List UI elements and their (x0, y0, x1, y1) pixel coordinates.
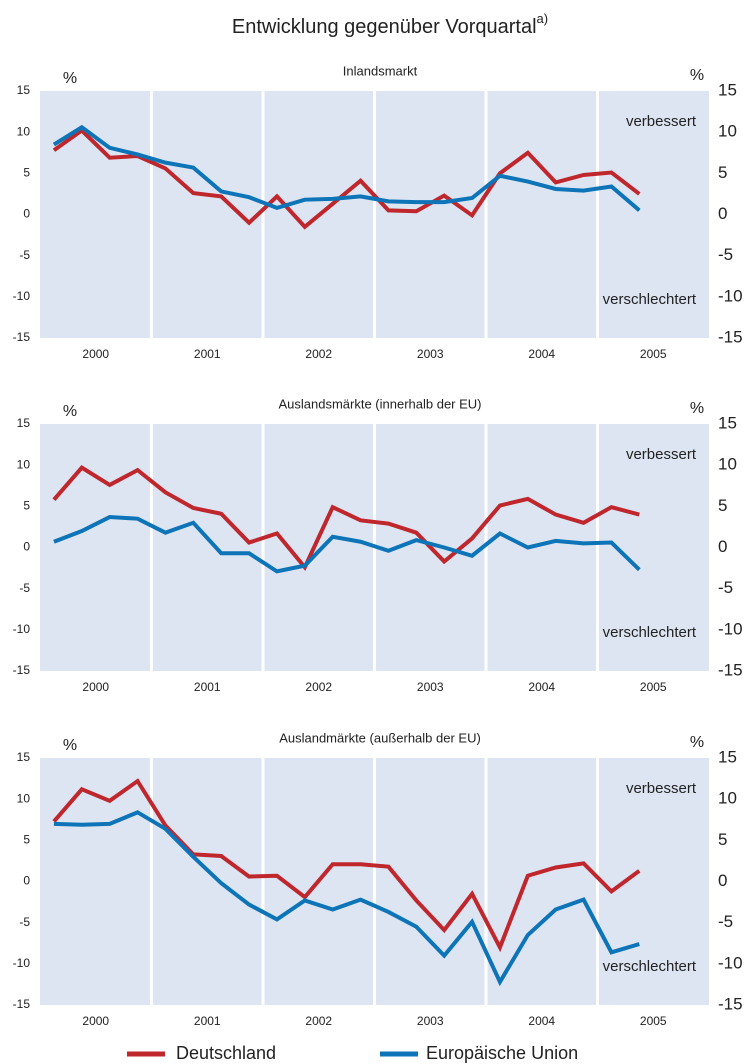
y-tick-label: -15 (13, 997, 31, 1011)
panel-title: Inlandsmarkt (343, 63, 418, 78)
y2-tick-label: 0 (718, 871, 727, 890)
series-line (52, 778, 641, 953)
y2-tick-label: -10 (718, 953, 743, 972)
y2-tick-label: -5 (718, 912, 733, 931)
y-tick-label: 15 (17, 750, 31, 764)
y-tick-label: 15 (17, 416, 31, 430)
y-tick-label: -10 (13, 956, 31, 970)
title-text: Entwicklung gegenüber Vorquartal (232, 16, 537, 38)
annotation: verschlechtert (603, 958, 697, 975)
y-axis-label: % (63, 70, 77, 87)
annotation: verschlechtert (603, 291, 697, 308)
y-tick-label: 10 (17, 791, 31, 805)
panel-title: Auslandsmärkte (innerhalb der EU) (278, 396, 481, 411)
y-tick-label: 5 (23, 499, 30, 513)
y-tick-label: 5 (23, 833, 30, 847)
y-tick-label: 10 (17, 124, 31, 138)
x-tick-label: 2000 (82, 1014, 109, 1028)
y-tick-label: 0 (23, 540, 30, 554)
y-axis-label: % (63, 403, 77, 420)
series-line (53, 515, 641, 574)
y-tick-label: 15 (17, 83, 31, 97)
y2-tick-label: 15 (718, 413, 737, 432)
y2-tick-label: -15 (718, 994, 743, 1013)
y-tick-label: 0 (23, 207, 30, 221)
x-tick-label: 2003 (417, 347, 444, 361)
x-tick-label: 2002 (305, 680, 332, 694)
y-tick-label: -10 (13, 622, 31, 636)
annotation: verschlechtert (603, 624, 697, 641)
y2-tick-label: 5 (718, 830, 727, 849)
y-tick-label: -15 (13, 330, 31, 344)
y2-tick-label: -10 (718, 619, 743, 638)
x-tick-label: 2004 (528, 1014, 555, 1028)
y2-tick-label: 0 (718, 204, 727, 223)
x-tick-label: 2003 (417, 680, 444, 694)
annotation: verbessert (626, 780, 697, 797)
series-line (52, 465, 640, 571)
y2-tick-label: 5 (718, 163, 727, 182)
y2-tick-label: 0 (718, 537, 727, 556)
x-tick-label: 2005 (640, 347, 667, 361)
y-tick-label: -5 (19, 915, 30, 929)
y2-tick-label: 10 (718, 789, 737, 808)
x-tick-label: 2004 (528, 347, 555, 361)
x-tick-label: 2001 (194, 1014, 221, 1028)
y2-tick-label: -15 (718, 660, 743, 679)
x-tick-label: 2000 (82, 347, 109, 361)
panel-title: Auslandmärkte (außerhalb der EU) (279, 730, 481, 745)
y-tick-label: 0 (23, 874, 30, 888)
legend-label: Europäische Union (426, 1043, 578, 1063)
y2-tick-label: -5 (718, 578, 733, 597)
x-tick-label: 2002 (305, 1014, 332, 1028)
y-tick-label: -15 (13, 663, 31, 677)
x-tick-label: 2001 (194, 680, 221, 694)
y-axis-label: % (63, 737, 77, 754)
x-tick-label: 2005 (640, 680, 667, 694)
legend-label: Deutschland (176, 1043, 276, 1063)
x-tick-label: 2004 (528, 680, 555, 694)
y2-axis-label: % (690, 400, 704, 417)
y2-axis-label: % (690, 734, 704, 751)
series-line (52, 127, 641, 230)
y2-tick-label: -15 (718, 327, 743, 346)
y-tick-label: -5 (19, 581, 30, 595)
y-tick-label: 5 (23, 166, 30, 180)
chart-title: Entwicklung gegenüber Vorquartala) (232, 11, 548, 38)
y2-tick-label: 15 (718, 80, 737, 99)
annotation: verbessert (626, 113, 697, 130)
x-tick-label: 2001 (194, 347, 221, 361)
y-tick-label: 10 (17, 457, 31, 471)
y2-tick-label: 10 (718, 455, 737, 474)
y-tick-label: -5 (19, 248, 30, 262)
annotation: verbessert (626, 446, 697, 463)
title-sup: a) (537, 11, 549, 26)
x-tick-label: 2000 (82, 680, 109, 694)
x-tick-label: 2003 (417, 1014, 444, 1028)
y2-tick-label: -5 (718, 245, 733, 264)
y-tick-label: -10 (13, 289, 31, 303)
series-line (53, 810, 640, 987)
x-tick-label: 2002 (305, 347, 332, 361)
y2-tick-label: 15 (718, 747, 737, 766)
y2-tick-label: -10 (718, 286, 743, 305)
x-tick-label: 2005 (640, 1014, 667, 1028)
y2-tick-label: 5 (718, 496, 727, 515)
y2-tick-label: 10 (718, 122, 737, 141)
y2-axis-label: % (690, 67, 704, 84)
series-line (52, 124, 641, 212)
